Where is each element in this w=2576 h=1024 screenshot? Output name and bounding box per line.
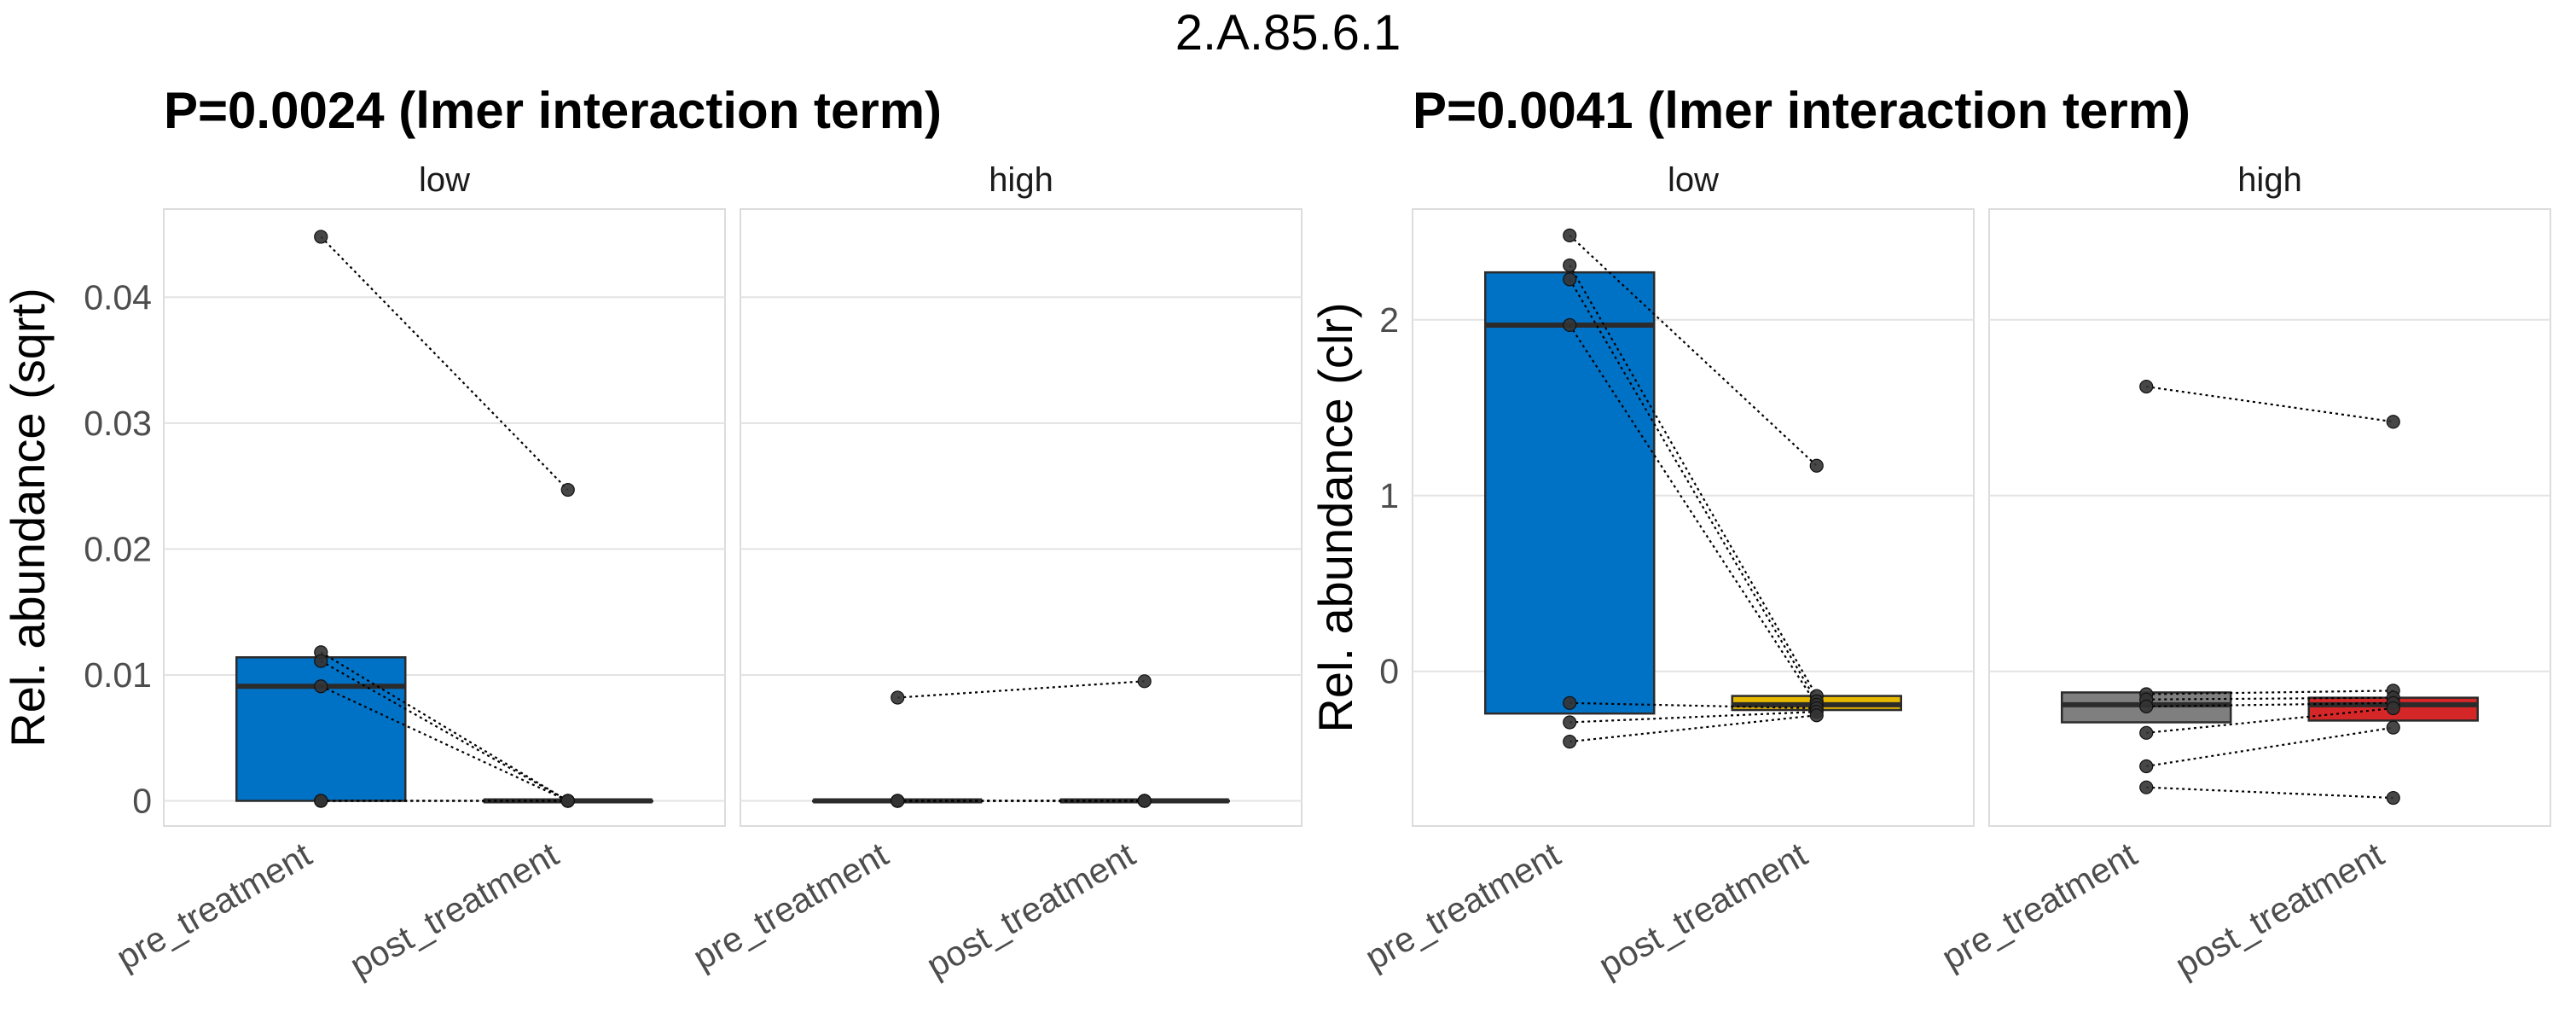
- y-tick-label: 1: [1379, 476, 1399, 515]
- panel-border: [1988, 208, 2551, 827]
- data-point: [1809, 458, 1824, 473]
- data-point: [560, 794, 575, 808]
- data-point: [891, 794, 905, 808]
- facet-strip-label: high: [2237, 161, 2302, 199]
- data-point: [2386, 720, 2400, 735]
- x-tick-label: post_treatment: [2168, 835, 2390, 986]
- x-tick-label: pre_treatment: [1359, 835, 1568, 978]
- data-point: [2139, 780, 2154, 794]
- x-tick-label: pre_treatment: [1935, 835, 2144, 978]
- data-point: [314, 654, 328, 668]
- chart-title: P=0.0024 (lmer interaction term): [164, 82, 942, 139]
- data-point: [314, 794, 328, 808]
- box-pre_treatment: [235, 656, 407, 802]
- pair-line: [1569, 278, 1818, 702]
- data-point: [2139, 725, 2154, 740]
- data-point: [2139, 379, 2154, 394]
- data-point: [1563, 272, 1577, 287]
- data-point: [2386, 415, 2400, 429]
- x-tick-label: post_treatment: [343, 835, 565, 986]
- pair-line: [1569, 324, 1818, 706]
- y-axis-label: Rel. abundance (sqrt): [1, 288, 55, 748]
- y-tick-label: 2: [1379, 300, 1399, 340]
- data-point: [1137, 794, 1152, 808]
- data-point: [2386, 701, 2400, 716]
- facet-strip-label: high: [989, 161, 1053, 199]
- facet-high: high pre_treatment post_treatment: [687, 161, 1303, 986]
- facet-strip-label: low: [1668, 161, 1719, 199]
- y-tick-label: 0.01: [84, 655, 152, 695]
- figure-super-title: 2.A.85.6.1: [1175, 5, 1401, 61]
- data-point: [314, 679, 328, 694]
- y-axis-label: Rel. abundance (clr): [1308, 302, 1362, 732]
- data-point: [2386, 790, 2400, 806]
- y-tick-label: 0.04: [84, 277, 152, 317]
- y-tick-label: 0: [132, 781, 152, 820]
- box-pre_treatment: [1483, 271, 1656, 715]
- data-point: [1563, 258, 1577, 273]
- facet-high: high pre_treatment post_treatment: [1935, 161, 2551, 986]
- x-tick-label: post_treatment: [1592, 835, 1813, 986]
- x-tick-label: post_treatment: [920, 835, 1141, 986]
- chart-1: P=0.0024 (lmer interaction term) Rel. abu…: [1, 82, 1303, 986]
- data-point: [891, 690, 905, 705]
- pair-line: [1569, 235, 1818, 467]
- data-point: [1563, 228, 1577, 242]
- x-tick-label: pre_treatment: [110, 835, 319, 978]
- y-tick-label: 0: [1379, 652, 1399, 691]
- facet-low: low pre_treatment post_treatment: [110, 161, 726, 986]
- data-point: [2139, 759, 2154, 774]
- data-point: [1563, 715, 1577, 730]
- data-point: [1563, 695, 1577, 710]
- pair-line: [320, 236, 569, 491]
- pair-line: [320, 651, 569, 802]
- pair-line: [1569, 265, 1818, 697]
- chart-2: P=0.0041 (lmer interaction term) Rel. abu…: [1308, 82, 2551, 986]
- x-tick-label: pre_treatment: [687, 835, 896, 978]
- data-point: [1137, 674, 1152, 689]
- facet-strip-label: low: [419, 161, 470, 199]
- data-point: [1563, 317, 1577, 333]
- data-point: [2139, 699, 2154, 714]
- data-point: [314, 230, 328, 244]
- data-point: [1563, 735, 1577, 749]
- data-point: [560, 482, 575, 497]
- y-tick-label: 0.02: [84, 529, 152, 568]
- data-point: [1809, 708, 1824, 723]
- facet-low: low pre_treatment post_treatment: [1359, 161, 1975, 986]
- y-tick-label: 0.03: [84, 404, 152, 443]
- panel-border: [740, 208, 1303, 827]
- chart-title: P=0.0041 (lmer interaction term): [1413, 82, 2190, 139]
